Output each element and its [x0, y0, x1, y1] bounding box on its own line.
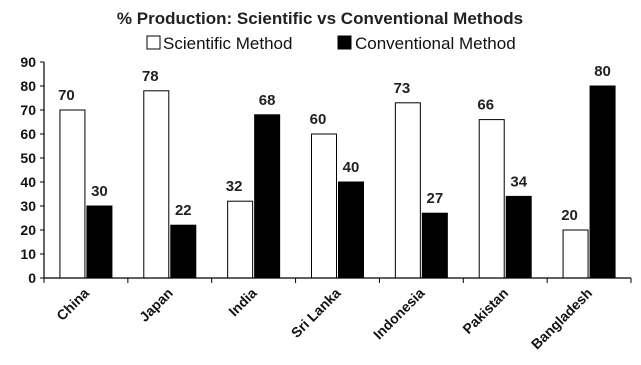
- y-tick-label: 50: [20, 150, 36, 166]
- y-tick-label: 60: [20, 126, 36, 142]
- x-axis: China Japan India Sri Lanka Indonesia Pakista…: [43, 277, 632, 352]
- data-label: 78: [142, 68, 159, 85]
- category-label: Bangladesh: [528, 285, 595, 352]
- data-label: 60: [310, 111, 327, 128]
- bar-scientific: [311, 133, 337, 279]
- category-label: Japan: [136, 285, 176, 325]
- data-label: 66: [477, 97, 494, 114]
- category-label: Indonesia: [370, 285, 428, 343]
- data-label: 80: [594, 63, 611, 80]
- category-label: Pakistan: [459, 285, 511, 337]
- legend: Scientific Method Conventional Method: [146, 34, 516, 53]
- bar-conventional: [86, 205, 113, 279]
- data-labels: 70 30 78 22 32 68 60 40 73 27 66 34 20 80: [58, 63, 611, 224]
- bar-scientific: [227, 200, 254, 279]
- bar-conventional: [254, 114, 281, 279]
- category-label: India: [225, 285, 260, 320]
- bar-scientific: [478, 119, 505, 279]
- data-label: 40: [343, 159, 360, 176]
- data-label: 34: [510, 173, 527, 190]
- bar-conventional: [589, 85, 616, 279]
- bar-scientific: [143, 90, 170, 279]
- chart-title: % Production: Scientific vs Conventional…: [117, 9, 523, 28]
- legend-swatch-scientific: [146, 35, 161, 50]
- data-label: 32: [226, 178, 243, 195]
- bar-conventional: [170, 224, 197, 279]
- bar-scientific: [394, 102, 421, 279]
- legend-swatch-conventional: [337, 35, 352, 50]
- y-tick-label: 20: [20, 222, 36, 238]
- bar-scientific: [562, 229, 589, 279]
- data-label: 20: [561, 207, 578, 224]
- bar-conventional: [421, 212, 448, 279]
- y-axis: 0 10 20 30 40 50 60 70 80 90: [20, 54, 45, 286]
- bar-conventional: [505, 195, 532, 279]
- y-tick-label: 80: [20, 78, 36, 94]
- y-tick-label: 30: [20, 198, 36, 214]
- y-tick-label: 90: [20, 54, 36, 70]
- y-tick-label: 70: [20, 102, 36, 118]
- data-label: 70: [58, 87, 75, 104]
- category-label: China: [53, 285, 92, 324]
- y-tick-label: 10: [20, 246, 36, 262]
- bar-conventional: [338, 181, 364, 279]
- y-tick-label: 40: [20, 174, 36, 190]
- bars: [59, 85, 616, 279]
- data-label: 27: [427, 190, 444, 207]
- data-label: 22: [175, 202, 192, 219]
- legend-label-conventional: Conventional Method: [355, 34, 516, 53]
- legend-label-scientific: Scientific Method: [163, 34, 292, 53]
- data-label: 73: [394, 80, 411, 97]
- y-tick-label: 0: [28, 270, 36, 286]
- category-label: Sri Lanka: [288, 285, 344, 341]
- bar-scientific: [59, 109, 86, 279]
- data-label: 68: [259, 92, 276, 109]
- data-label: 30: [91, 183, 108, 200]
